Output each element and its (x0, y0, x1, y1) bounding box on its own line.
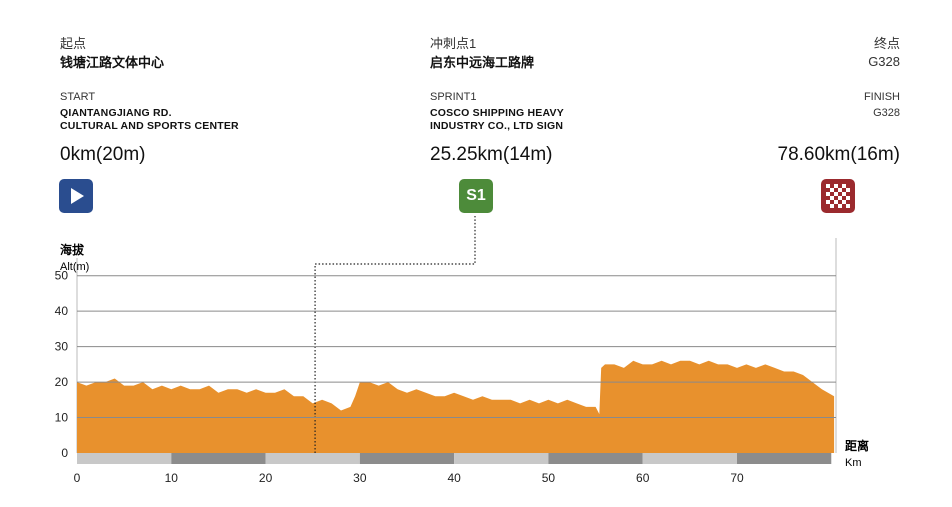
checker-cell (830, 188, 834, 192)
checker-cell (846, 184, 850, 188)
checker-cell (842, 188, 846, 192)
y-tick-label: 0 (61, 446, 68, 460)
start-distance: 0km(20m) (60, 144, 146, 165)
checker-cell (838, 204, 842, 208)
checker-cell (826, 192, 830, 196)
x-tick-label: 30 (353, 471, 367, 485)
distance-strip-block (548, 453, 643, 464)
checker-cell (842, 192, 846, 196)
checker-cell (834, 192, 838, 196)
finish-header: 终点 G328 FINISH G328 78.60km(16m) (778, 36, 901, 166)
checker-cell (838, 200, 842, 204)
y-axis-title-cn: 海拔 (60, 242, 85, 257)
y-tick-label: 20 (55, 375, 69, 389)
distance-strip-block (642, 453, 737, 464)
distance-strip-block (454, 453, 549, 464)
checker-cell (826, 200, 830, 204)
checkered-flag-icon (826, 184, 850, 208)
sprint-marker-line (314, 216, 476, 453)
finish-label-en: FINISH (863, 91, 900, 103)
finish-name-en-1: G328 (873, 107, 900, 119)
checker-cell (838, 196, 842, 200)
distance-strip-block (737, 453, 832, 464)
checker-cell (842, 184, 846, 188)
finish-name-cn: G328 (868, 54, 900, 69)
sprint-badge-text: S1 (466, 187, 486, 204)
start-label-en: START (60, 91, 96, 103)
x-axis-title-en: Km (845, 457, 862, 469)
x-tick-label: 70 (730, 471, 744, 485)
y-axis-title-en: Alt(m) (60, 261, 89, 273)
start-header: 起点 钱塘江路文体中心 START QIANTANGJIANG RD. CULT… (60, 36, 239, 166)
checker-cell (842, 196, 846, 200)
checker-cell (846, 204, 850, 208)
marker-layer (314, 216, 476, 453)
checker-cell (846, 188, 850, 192)
distance-strip-block (265, 453, 360, 464)
finish-badge (821, 179, 855, 213)
x-tick-label: 0 (74, 471, 81, 485)
elevation-area (77, 360, 835, 453)
distance-strip-block (77, 453, 172, 464)
checker-cell (834, 188, 838, 192)
checker-cell (834, 200, 838, 204)
checker-cell (826, 188, 830, 192)
checker-cell (826, 196, 830, 200)
sprint-distance: 25.25km(14m) (430, 144, 553, 165)
checker-cell (826, 184, 830, 188)
checker-cell (830, 192, 834, 196)
checker-cell (838, 184, 842, 188)
play-icon (71, 188, 84, 204)
checker-cell (830, 184, 834, 188)
start-label-cn: 起点 (60, 36, 87, 51)
checker-cell (846, 196, 850, 200)
checker-cell (846, 192, 850, 196)
checker-cell (834, 196, 838, 200)
checker-cell (830, 196, 834, 200)
finish-distance: 78.60km(16m) (777, 144, 901, 165)
start-badge (59, 179, 93, 213)
y-tick-label: 50 (55, 269, 69, 283)
checker-cell (830, 204, 834, 208)
y-tick-label: 10 (55, 411, 69, 425)
checker-cell (842, 200, 846, 204)
sprint-name-en-1: COSCO SHIPPING HEAVY (430, 107, 564, 119)
checker-cell (838, 188, 842, 192)
checker-cell (826, 204, 830, 208)
area-layer (77, 360, 835, 453)
checker-cell (846, 200, 850, 204)
x-tick-label: 50 (542, 471, 556, 485)
start-name-en-1: QIANTANGJIANG RD. (60, 107, 172, 119)
x-tick-label: 10 (165, 471, 179, 485)
y-tick-label: 30 (55, 340, 69, 354)
sprint-label-cn: 冲刺点1 (430, 36, 477, 51)
axis-layer: 0 10 20 30 40 50 0 10 20 30 40 50 60 70 (55, 269, 832, 485)
checker-cell (838, 192, 842, 196)
sprint-name-cn: 启东中远海工路牌 (430, 55, 535, 70)
checker-cell (842, 204, 846, 208)
sprint-label-en: SPRINT1 (430, 91, 477, 103)
x-axis-title-cn: 距离 (845, 438, 869, 453)
start-name-cn: 钱塘江路文体中心 (60, 55, 165, 70)
x-tick-label: 60 (636, 471, 650, 485)
finish-label-cn: 终点 (873, 36, 900, 51)
x-tick-label: 40 (447, 471, 461, 485)
distance-strip-block (171, 453, 266, 464)
y-tick-label: 40 (55, 304, 69, 318)
distance-strip-block (359, 453, 455, 464)
sprint-badge: S1 (459, 179, 493, 213)
x-tick-label: 20 (259, 471, 273, 485)
start-name-en-2: CULTURAL AND SPORTS CENTER (60, 120, 239, 132)
sprint-name-en-2: INDUSTRY CO., LTD SIGN (430, 120, 564, 132)
checker-cell (834, 184, 838, 188)
sprint-header: 冲刺点1 启东中远海工路牌 SPRINT1 COSCO SHIPPING HEA… (430, 36, 564, 166)
checker-cell (834, 204, 838, 208)
checker-cell (830, 200, 834, 204)
